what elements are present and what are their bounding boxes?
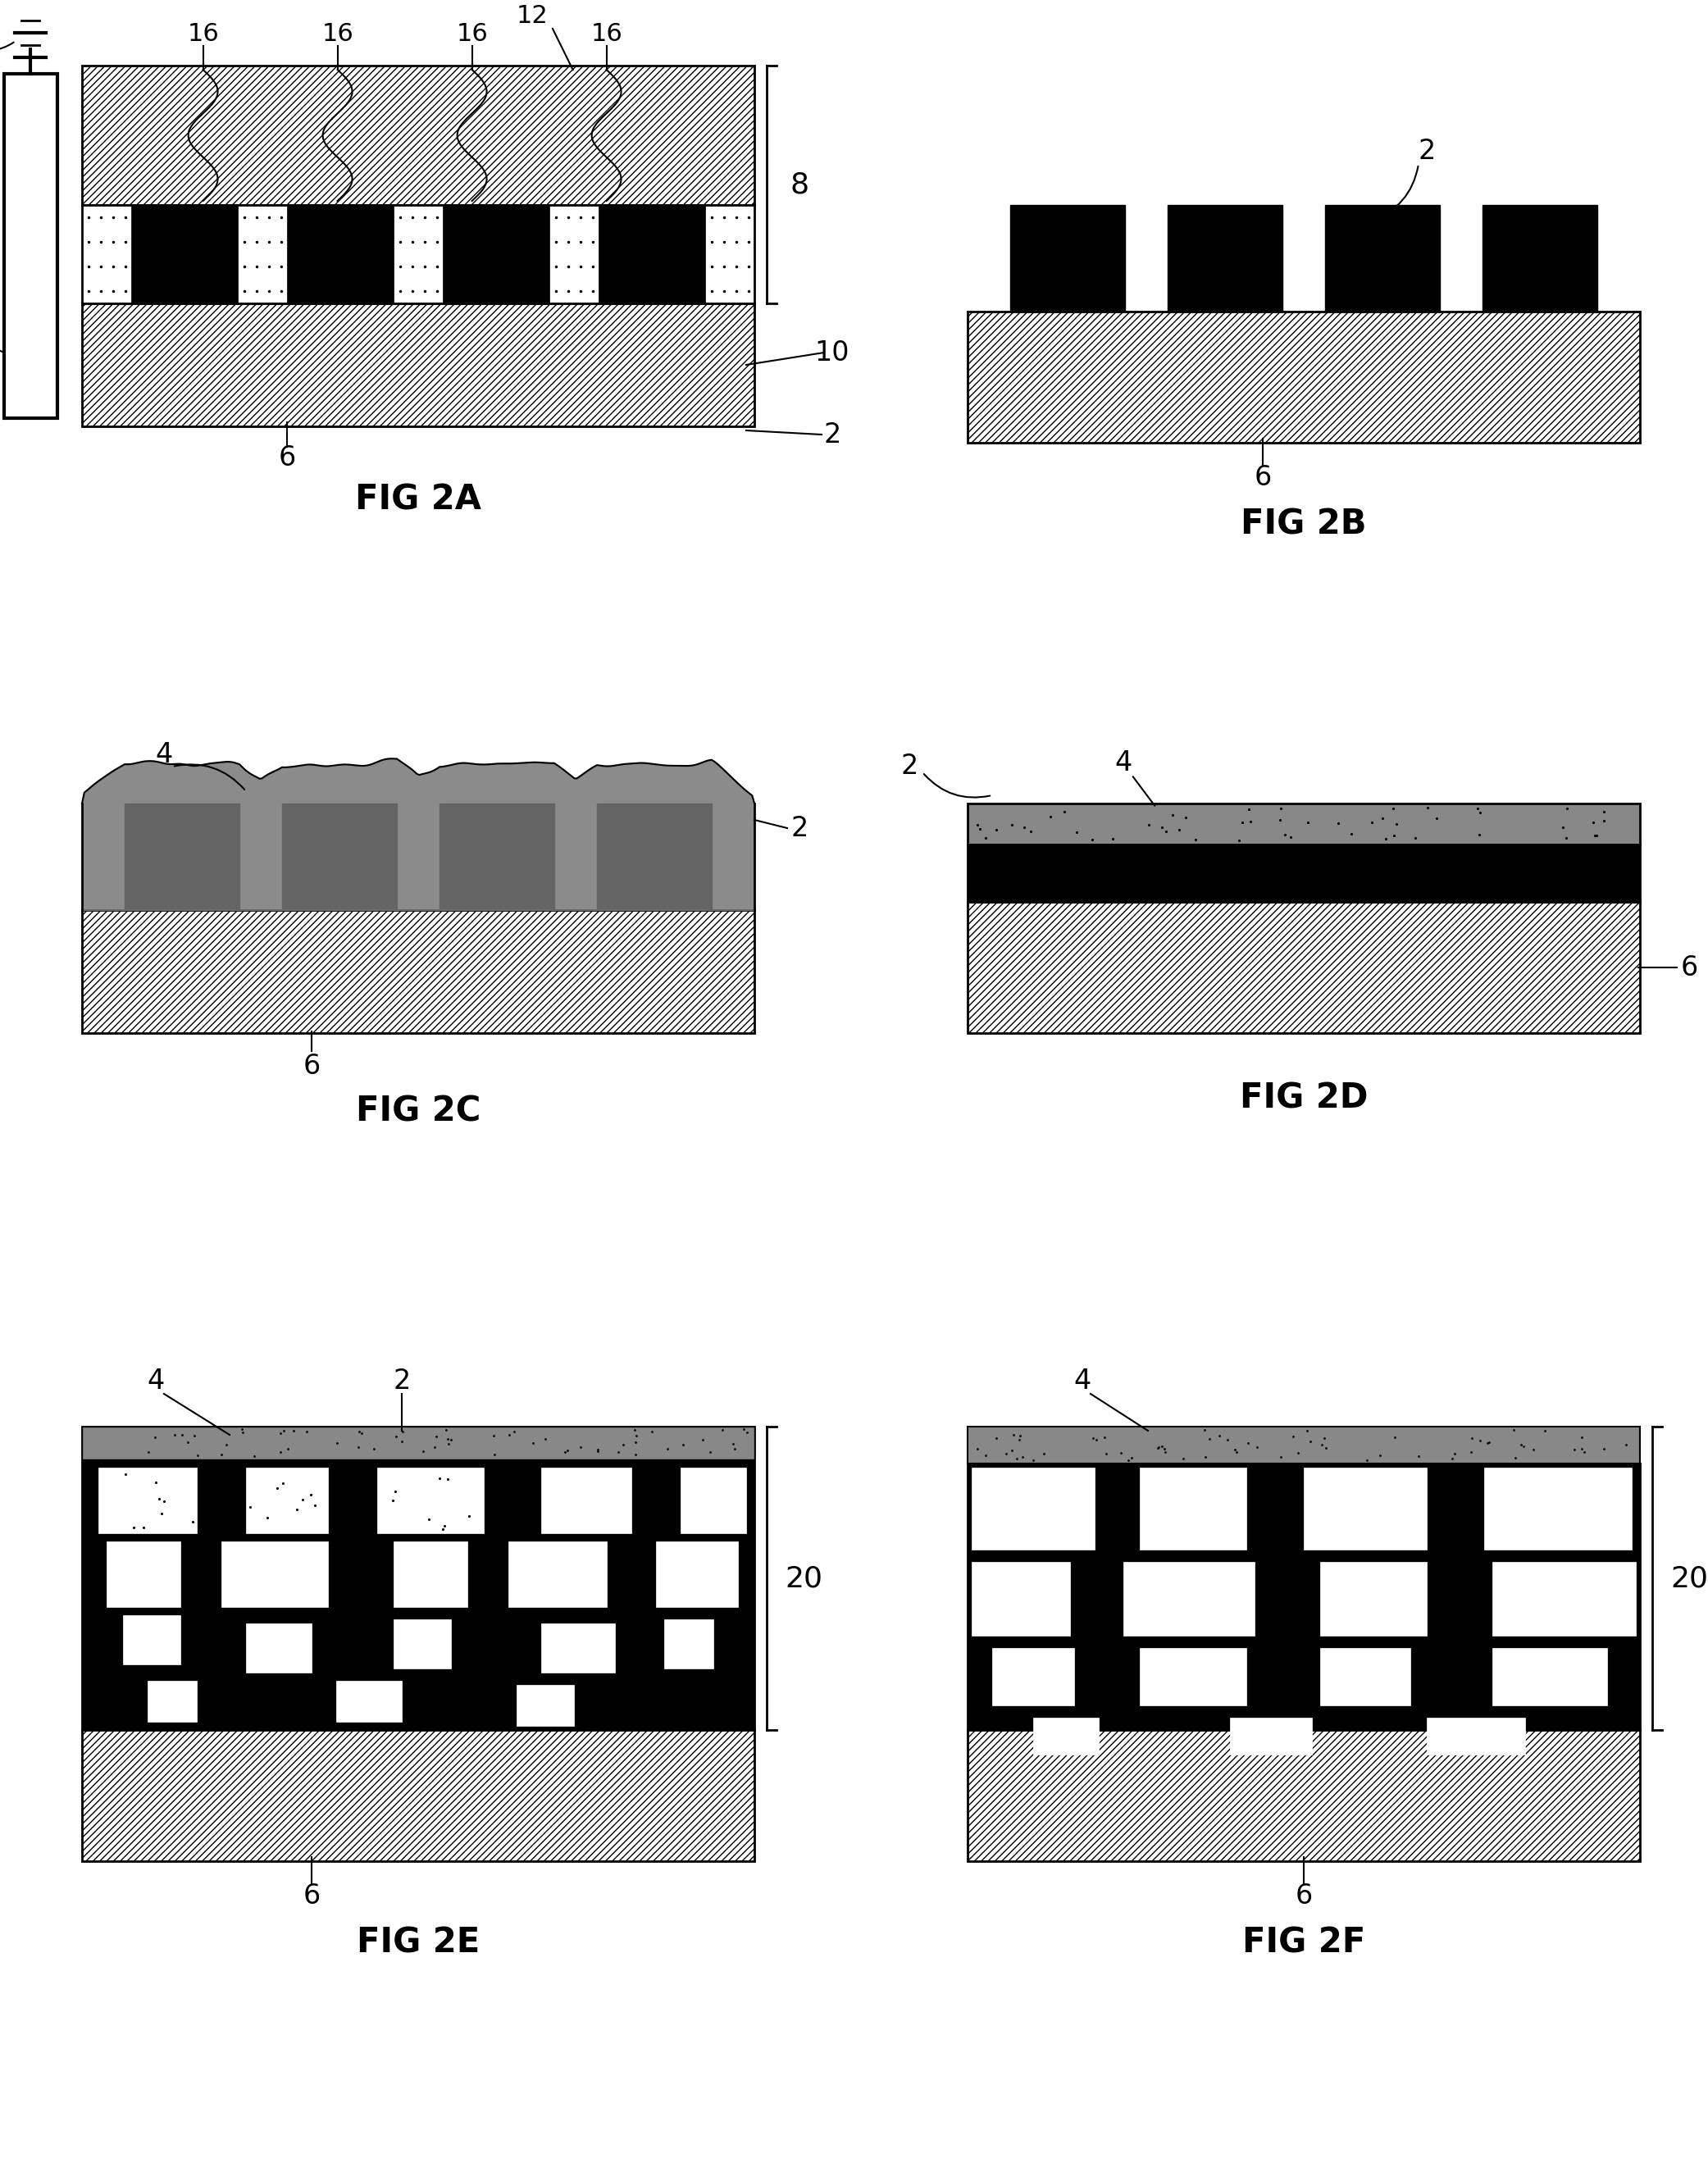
- Bar: [516, 1684, 574, 1726]
- Text: 16: 16: [188, 22, 219, 46]
- Bar: [680, 1467, 746, 1534]
- Bar: [222, 1541, 328, 1608]
- Bar: [82, 1730, 755, 1860]
- Bar: [596, 803, 712, 910]
- Text: FIG 2D: FIG 2D: [1240, 1081, 1368, 1116]
- Bar: [967, 803, 1640, 844]
- Bar: [377, 1467, 483, 1534]
- Bar: [1325, 205, 1440, 311]
- Text: 4: 4: [1074, 1369, 1091, 1395]
- Bar: [132, 205, 237, 302]
- Bar: [82, 1427, 755, 1730]
- Bar: [246, 1623, 311, 1673]
- Bar: [442, 205, 550, 302]
- Text: 2: 2: [393, 1369, 410, 1395]
- Bar: [82, 302, 755, 426]
- Bar: [99, 1467, 196, 1534]
- Bar: [82, 910, 755, 1034]
- Bar: [393, 1541, 468, 1608]
- Text: 16: 16: [321, 22, 354, 46]
- Bar: [287, 205, 393, 302]
- Bar: [1033, 1717, 1098, 1754]
- Text: 16: 16: [591, 22, 622, 46]
- Bar: [1493, 1562, 1636, 1636]
- Bar: [1139, 1647, 1247, 1706]
- Text: 4: 4: [1115, 749, 1132, 777]
- Bar: [656, 1541, 738, 1608]
- Text: 2: 2: [791, 814, 808, 842]
- Bar: [972, 1562, 1071, 1636]
- Bar: [1139, 1467, 1247, 1549]
- Text: FIG 2A: FIG 2A: [355, 483, 482, 518]
- Text: 6: 6: [1681, 953, 1698, 981]
- Bar: [1168, 205, 1283, 311]
- Text: 20: 20: [1670, 1565, 1708, 1593]
- Text: FIG 2C: FIG 2C: [355, 1095, 480, 1127]
- Bar: [82, 1427, 755, 1460]
- Bar: [1484, 1467, 1631, 1549]
- Text: 4: 4: [155, 740, 173, 768]
- Bar: [992, 1647, 1074, 1706]
- Text: 10: 10: [815, 339, 849, 366]
- Text: 8: 8: [791, 170, 810, 198]
- Bar: [967, 311, 1640, 442]
- Bar: [598, 205, 705, 302]
- Bar: [967, 1464, 1640, 1730]
- Bar: [972, 1467, 1095, 1549]
- Text: 2: 2: [900, 753, 919, 781]
- Bar: [336, 1680, 401, 1721]
- Bar: [439, 803, 555, 910]
- Bar: [3, 74, 58, 418]
- Text: FIG 2F: FIG 2F: [1242, 1926, 1365, 1961]
- Bar: [967, 1730, 1640, 1860]
- Bar: [541, 1623, 615, 1673]
- Text: FIG 2E: FIG 2E: [357, 1926, 480, 1961]
- Bar: [541, 1467, 632, 1534]
- Text: 2: 2: [1418, 137, 1435, 165]
- Bar: [106, 1541, 181, 1608]
- Bar: [1426, 1717, 1525, 1754]
- Text: 12: 12: [516, 4, 548, 28]
- Bar: [282, 803, 396, 910]
- Bar: [82, 65, 755, 205]
- Bar: [1320, 1562, 1426, 1636]
- Text: 4: 4: [147, 1369, 164, 1395]
- Bar: [393, 1619, 451, 1669]
- Bar: [82, 205, 755, 302]
- Text: 20: 20: [784, 1565, 823, 1593]
- Bar: [967, 844, 1640, 901]
- Text: FIG 2B: FIG 2B: [1240, 507, 1366, 542]
- Bar: [967, 901, 1640, 1034]
- Bar: [967, 1427, 1640, 1464]
- Bar: [1320, 1647, 1411, 1706]
- Bar: [1009, 205, 1126, 311]
- Bar: [246, 1467, 328, 1534]
- Bar: [123, 1615, 181, 1665]
- Bar: [1230, 1717, 1312, 1754]
- Text: 6: 6: [302, 1882, 321, 1908]
- Bar: [1124, 1562, 1255, 1636]
- Bar: [664, 1619, 714, 1669]
- Bar: [147, 1680, 196, 1721]
- Bar: [1493, 1647, 1607, 1706]
- Bar: [1483, 205, 1597, 311]
- Text: 6: 6: [1254, 463, 1271, 492]
- Bar: [125, 803, 239, 910]
- Bar: [509, 1541, 606, 1608]
- Text: 2: 2: [823, 420, 840, 448]
- Text: 16: 16: [456, 22, 488, 46]
- Text: 6: 6: [278, 444, 295, 470]
- Text: 6: 6: [302, 1053, 321, 1079]
- Bar: [1303, 1467, 1426, 1549]
- Text: 6: 6: [1295, 1882, 1312, 1908]
